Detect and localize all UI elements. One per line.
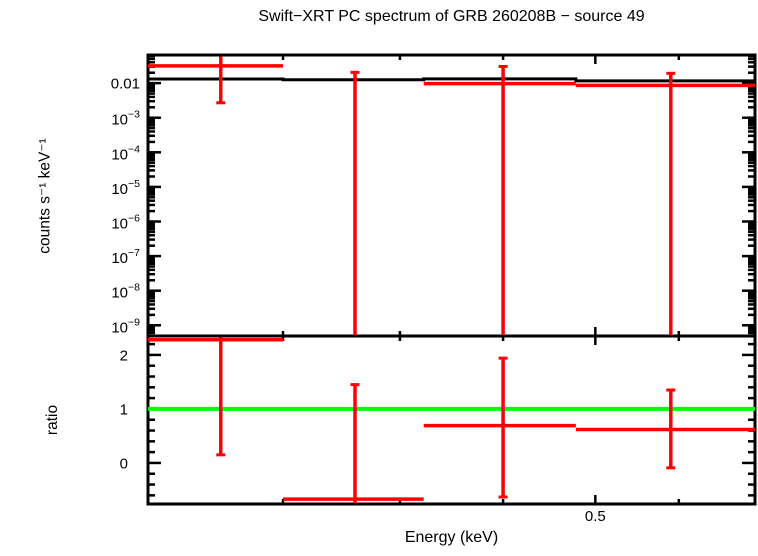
counts-y-tick-label: 10−5 [111,178,140,198]
ratio-y-tick-label: 2 [120,347,128,364]
counts-y-tick-label: 10−6 [111,212,140,232]
energy-axis-label: Energy (keV) [404,529,499,546]
ratio-panel-frame [146,334,757,506]
counts-y-tick-label: 10−4 [111,143,140,163]
ratio-y-tick-label: 0 [120,455,128,472]
counts-y-tick-label: 10−8 [111,282,140,302]
counts-y-tick-label: 10−3 [111,109,140,129]
plot-title: Swift−XRT PC spectrum of GRB 260208B − s… [258,8,645,25]
x-tick-label: 0.5 [585,508,606,525]
model-step-line [148,77,755,83]
counts-panel-frame [146,53,757,338]
counts-y-tick-label: 10−9 [111,316,140,336]
counts-y-tick-label: 10−7 [111,247,140,267]
ratio-y-tick-label: 1 [120,401,128,418]
counts-y-tick-label: 0.01 [111,76,140,93]
